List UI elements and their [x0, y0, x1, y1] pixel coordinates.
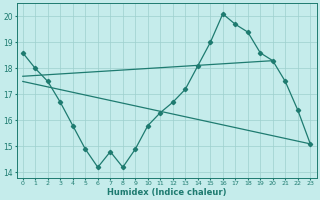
X-axis label: Humidex (Indice chaleur): Humidex (Indice chaleur): [107, 188, 226, 197]
